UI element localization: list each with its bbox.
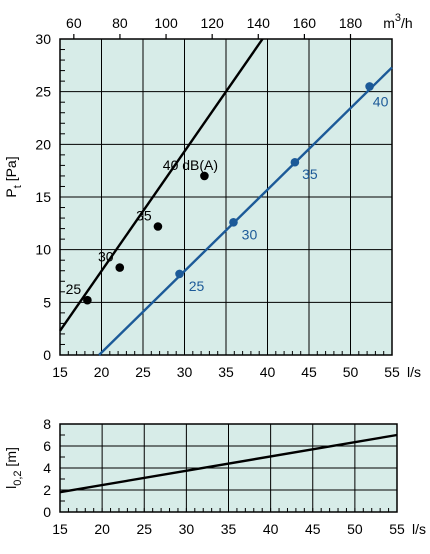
data-point [229,217,238,227]
y-tick-label: 4 [43,460,51,476]
data-point [83,295,92,305]
top-tick-label: 160 [293,15,317,31]
throw-chart: 15 20 25 30 35 40 45 50 55 l/s 0 2 4 6 8 l0,2 [m] [3,416,426,537]
data-point [115,263,125,272]
top-axis-label: m3/h [383,12,412,31]
series-line [59,433,398,494]
point-label: 35 [136,207,152,223]
series-1 [59,433,398,494]
data-point [200,171,209,181]
x-tick-label: 55 [384,364,400,380]
y-tick-label: 2 [43,482,51,498]
y-tick-label: 8 [43,416,51,432]
plot-frame [59,423,398,513]
y-tick-labels: 0 2 4 6 8 [43,416,51,520]
x-axis-label: l/s [412,521,426,537]
x-tick-label: 25 [135,364,151,380]
x-tick-label: 40 [263,521,279,537]
x-tick-label: 55 [389,521,405,537]
point-label: 35 [302,166,318,182]
data-point [365,82,374,91]
point-label: 25 [189,278,205,294]
y-tick-label: 30 [35,31,51,47]
point-label: 40 dB(A) [163,157,218,173]
x-tick-label: 45 [301,364,317,380]
x-tick-labels: 15 20 25 30 35 40 45 50 55 [52,521,405,537]
y-tick-label: 25 [35,84,51,100]
x-tick-label: 50 [343,364,359,380]
top-tick-label: 180 [339,15,363,31]
y-tick-label: 0 [43,504,51,520]
series-2: 25 30 35 40 [98,66,393,356]
y-tick-labels: 0 5 10 15 20 25 30 [35,31,51,363]
point-label: 30 [98,249,114,265]
y-tick-label: 0 [43,347,51,363]
y-tick-label: 10 [35,242,51,258]
series-line [98,66,393,356]
x-tick-label: 15 [52,521,68,537]
y-tick-label: 5 [43,294,51,310]
x-tick-label: 30 [179,521,195,537]
x-tick-label: 25 [136,521,152,537]
x-tick-label: 30 [177,364,193,380]
y-tick-label: 15 [35,189,51,205]
pressure-chart: 15 20 25 30 35 40 45 50 55 l/s 0 5 10 15 20 25 30 Pt [Pa]… [3,12,421,380]
x-tick-label: 50 [347,521,363,537]
y-tick-label: 6 [43,438,51,454]
x-tick-labels: 15 20 25 30 35 40 45 50 55 [52,364,400,380]
series-group [59,433,398,494]
top-tick-label: 140 [247,15,271,31]
point-label: 25 [66,281,82,297]
y-axis-label: Pt [Pa] [3,156,24,197]
x-tick-label: 45 [305,521,321,537]
top-tick-label: 60 [66,15,82,31]
data-point [290,157,300,167]
x-tick-label: 40 [260,364,276,380]
series-1: 25 30 35 40 dB(A) [59,38,264,332]
x-tick-label: 15 [52,364,68,380]
top-tick-label: 80 [112,15,128,31]
top-tick-label: 120 [200,15,224,31]
point-label: 40 [373,93,389,109]
x-tick-label: 20 [94,521,110,537]
top-axis: 60 80 100 120 140 160 180 m3/h [66,12,413,39]
point-label: 30 [242,226,258,242]
data-point [175,269,184,279]
top-tick-label: 100 [154,15,178,31]
x-axis-label: l/s [407,364,421,380]
data-point [153,222,163,231]
y-axis-label: l0,2 [m] [3,447,24,489]
y-tick-label: 20 [35,136,51,152]
series-line [59,38,264,332]
plot-frame [59,38,393,356]
x-tick-label: 20 [94,364,110,380]
x-tick-label: 35 [221,521,237,537]
x-tick-label: 35 [218,364,234,380]
series-group: 25 30 35 40 dB(A) 25 30 35 40 [59,38,393,356]
